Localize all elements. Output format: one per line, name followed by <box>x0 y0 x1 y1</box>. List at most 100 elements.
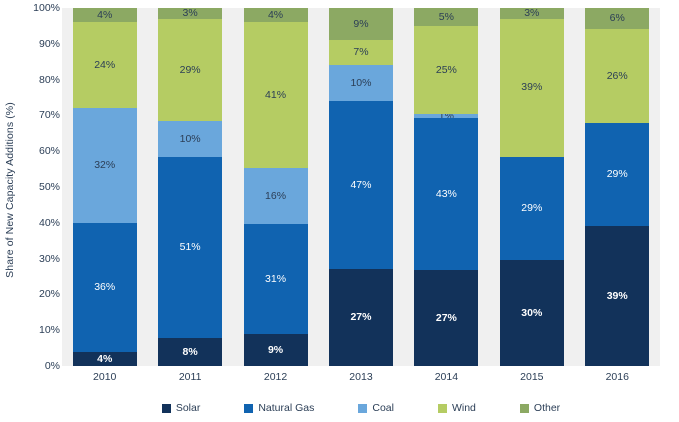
x-axis-tick-2016: 2016 <box>605 371 629 383</box>
bar-segment-other[interactable]: 5% <box>414 8 479 26</box>
bar-segment-other[interactable]: 3% <box>158 8 223 19</box>
bar-stack[interactable]: 3% 29% 10% 51% 8% <box>158 8 223 366</box>
bar-slot-2013: 9% 7% 10% 47% 27% <box>318 8 403 366</box>
bar-segment-label: 29% <box>179 63 201 76</box>
legend-swatch-wind <box>437 403 447 413</box>
legend-swatch-coal <box>358 403 368 413</box>
bar-segment-label: 36% <box>94 280 116 293</box>
bar-stack[interactable]: 4% 24% 32% 36% 4% <box>72 8 137 366</box>
bar-segment-other[interactable]: 6% <box>585 8 650 30</box>
x-axis-tick-2010: 2010 <box>93 371 117 383</box>
legend-label-wind: Wind <box>451 402 476 414</box>
y-axis-tick: 80% <box>38 73 60 86</box>
bar-segment-wind[interactable]: 7% <box>328 40 393 66</box>
bar-stack[interactable]: 4% 41% 16% 31% 9% <box>243 8 308 366</box>
bar-segment-label: 4% <box>267 8 284 21</box>
bar-segment-coal[interactable]: 32% <box>72 108 137 223</box>
bar-segment-coal[interactable]: 1% <box>414 114 479 118</box>
bar-segment-solar[interactable]: 27% <box>328 269 393 366</box>
bar-stack[interactable]: 3% 39% 29% 30% <box>499 8 564 366</box>
bar-segment-coal[interactable]: 10% <box>158 121 223 157</box>
bar-segment-solar[interactable]: 4% <box>72 351 137 366</box>
legend-item-other[interactable]: Other <box>519 402 561 414</box>
legend-label-coal: Coal <box>372 402 394 414</box>
bar-stack[interactable]: 6% 26% 29% 39% <box>585 8 650 366</box>
y-axis-tick: 100% <box>33 2 60 14</box>
bar-segment-label: 3% <box>182 8 198 19</box>
bar-segment-label: 6% <box>609 12 625 25</box>
bar-slot-2016: 6% 26% 29% 39% <box>575 8 660 366</box>
bar-segment-gas[interactable]: 29% <box>499 156 564 260</box>
y-axis-tick: 10% <box>38 324 60 337</box>
bar-segment-label: 39% <box>606 289 628 302</box>
bar-segment-gas[interactable]: 29% <box>585 122 650 227</box>
bar-segment-other[interactable]: 4% <box>72 8 137 23</box>
bar-segment-wind[interactable]: 26% <box>585 29 650 123</box>
legend-item-wind[interactable]: Wind <box>437 402 476 414</box>
y-axis-tick: 50% <box>38 181 60 193</box>
y-axis-tick: 40% <box>38 216 60 229</box>
bar-segment-gas[interactable]: 51% <box>158 156 223 338</box>
legend-label-other: Other <box>533 402 561 414</box>
legend-label-natural-gas: Natural Gas <box>258 402 315 414</box>
bar-group: 4% 24% 32% 36% 4% 3% 29% 10% 51% 8% 4% 41% 16% 31% 9% 9… <box>62 8 660 367</box>
bar-segment-label: 27% <box>435 311 457 324</box>
bar-segment-label: 26% <box>606 69 628 82</box>
x-axis-tick-2014: 2014 <box>434 371 459 383</box>
bar-segment-gas[interactable]: 31% <box>243 224 308 335</box>
bar-segment-solar[interactable]: 27% <box>414 270 479 367</box>
bar-segment-label: 24% <box>94 59 116 72</box>
bar-segment-coal[interactable]: 10% <box>328 65 393 102</box>
bar-slot-2010: 4% 24% 32% 36% 4% <box>62 8 147 366</box>
bar-slot-2014: 5% 25% 1% 43% 27% <box>404 8 489 367</box>
bar-segment-label: 9% <box>267 343 284 356</box>
bar-stack[interactable]: 5% 25% 1% 43% 27% <box>414 8 479 367</box>
bar-segment-other[interactable]: 9% <box>328 8 393 41</box>
bar-segment-coal[interactable]: 16% <box>243 167 308 225</box>
legend-item-natural-gas[interactable]: Natural Gas <box>244 402 314 414</box>
x-axis-tick-labels: 2010 2011 2012 2013 2014 2015 2016 <box>62 368 660 388</box>
bar-segment-label: 10% <box>179 132 201 145</box>
bar-segment-label: 43% <box>435 187 457 200</box>
bar-segment-gas[interactable]: 47% <box>328 101 393 270</box>
bar-segment-label: 47% <box>350 178 372 191</box>
bar-slot-2015: 3% 39% 29% 30% <box>489 8 574 366</box>
bar-segment-other[interactable]: 3% <box>499 8 564 19</box>
bar-segment-label: 29% <box>521 202 543 214</box>
bar-segment-label: 39% <box>521 81 543 94</box>
bar-segment-label: 29% <box>606 168 628 181</box>
legend: Solar Natural Gas Coal Wind Other <box>62 398 660 418</box>
bar-segment-solar[interactable]: 9% <box>243 334 308 366</box>
y-axis-tick: 20% <box>38 288 60 301</box>
legend-item-solar[interactable]: Solar <box>161 402 200 414</box>
bar-segment-label: 9% <box>353 17 369 30</box>
bar-segment-wind[interactable]: 39% <box>499 18 564 157</box>
bar-segment-label: 3% <box>524 8 540 19</box>
bar-segment-solar[interactable]: 8% <box>158 337 223 366</box>
bar-slot-2012: 4% 41% 16% 31% 9% <box>233 8 318 366</box>
y-axis-tick: 30% <box>38 252 60 265</box>
bar-segment-wind[interactable]: 24% <box>72 22 137 109</box>
bar-segment-gas[interactable]: 36% <box>72 222 137 352</box>
bar-segment-solar[interactable]: 30% <box>499 259 564 366</box>
bar-segment-other[interactable]: 4% <box>243 8 308 23</box>
bar-segment-label: 51% <box>179 241 201 254</box>
bar-segment-label: 31% <box>265 272 287 285</box>
bar-segment-label: 32% <box>94 159 116 172</box>
bar-segment-wind[interactable]: 41% <box>243 22 308 168</box>
bar-segment-label: 5% <box>438 10 454 23</box>
x-axis-tick-2015: 2015 <box>520 371 544 383</box>
x-axis-tick-2012: 2012 <box>263 371 288 383</box>
bar-segment-label: 41% <box>265 88 287 101</box>
bar-segment-wind[interactable]: 29% <box>158 18 223 122</box>
bar-segment-wind[interactable]: 25% <box>414 25 479 115</box>
bar-segment-solar[interactable]: 39% <box>585 226 650 366</box>
y-axis-title-text: Share of New Capacity Additions (%) <box>4 102 17 278</box>
plot-area: 4% 24% 32% 36% 4% 3% 29% 10% 51% 8% 4% 41% 16% 31% 9% 9… <box>62 8 660 367</box>
bar-segment-gas[interactable]: 43% <box>414 117 479 271</box>
legend-item-coal[interactable]: Coal <box>358 402 394 414</box>
bar-segment-label: 10% <box>350 76 372 89</box>
bar-segment-label: 1% <box>439 114 454 118</box>
bar-stack[interactable]: 9% 7% 10% 47% 27% <box>328 8 393 366</box>
